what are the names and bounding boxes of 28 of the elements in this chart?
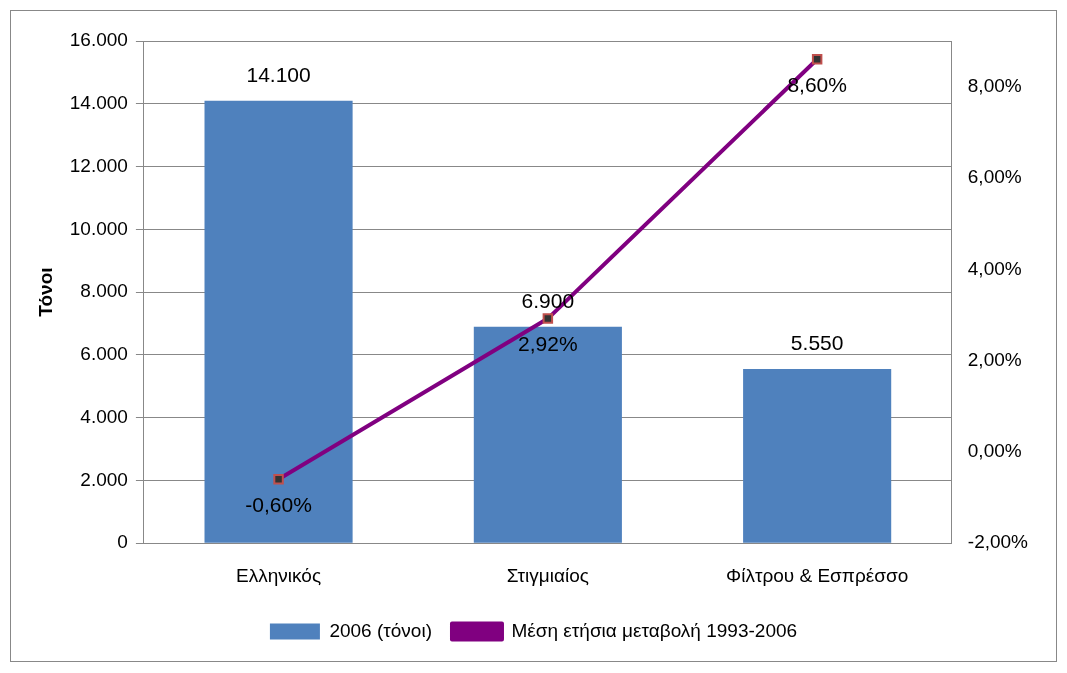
y-tick-label: 16.000 xyxy=(69,29,128,51)
bar xyxy=(473,326,622,543)
y-tick-label: 14.000 xyxy=(69,92,128,114)
y2-tick-label: 8,00% xyxy=(967,74,1022,96)
y-tick-label: 2.000 xyxy=(80,468,128,490)
legend-label: Μέση ετήσια μεταβολή 1993-2006 xyxy=(511,619,798,641)
y2-tick-label: -2,00% xyxy=(967,531,1029,553)
y-tick-label: 8.000 xyxy=(80,280,128,302)
y2-tick-label: 6,00% xyxy=(967,166,1022,188)
x-tick-label: Ελληνικός xyxy=(236,564,322,586)
data-label: -0,60% xyxy=(245,492,312,516)
y-tick-label: 12.000 xyxy=(69,154,128,176)
data-label: 5.550 xyxy=(790,331,844,355)
data-label: 14.100 xyxy=(246,62,311,86)
legend-label: 2006 (τόνοι) xyxy=(329,619,432,641)
bar xyxy=(743,369,892,543)
bar xyxy=(204,100,353,543)
y2-tick-label: 2,00% xyxy=(967,348,1022,370)
x-tick-label: Φίλτρου & Εσπρέσσο xyxy=(726,564,909,586)
y-tick-label: 4.000 xyxy=(80,405,128,427)
data-label: 2,92% xyxy=(518,331,578,355)
y2-tick-label: 4,00% xyxy=(967,257,1022,279)
x-tick-label: Στιγμιαίος xyxy=(506,564,589,586)
y2-tick-label: 0,00% xyxy=(967,440,1022,462)
y-tick-label: 6.000 xyxy=(80,343,128,365)
y-tick-label: 0 xyxy=(117,531,128,553)
y-tick-label: 10.000 xyxy=(69,217,128,239)
y-axis-title: Τόνοι xyxy=(34,267,56,317)
